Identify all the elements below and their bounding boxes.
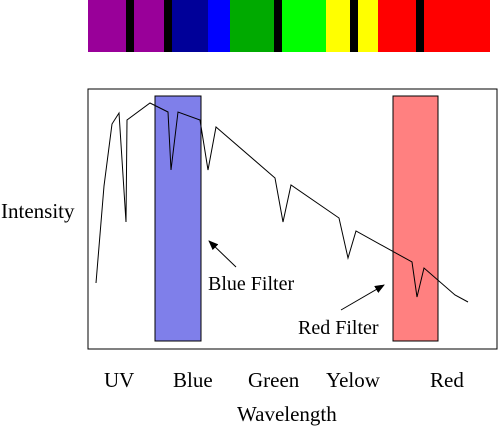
x-tick-label: Blue: [173, 368, 213, 392]
spectrum-band: [358, 0, 378, 52]
x-tick-label: Red: [430, 368, 464, 392]
red-filter-arrow: [340, 284, 385, 311]
intensity-curve: [95, 102, 469, 303]
spectrum-band: [230, 0, 274, 52]
spectrum-band: [274, 0, 282, 52]
spectrum-band: [134, 0, 164, 52]
spectrum-band: [208, 0, 230, 52]
x-axis-label: Wavelength: [237, 402, 337, 426]
blue-filter-rect: [155, 96, 201, 341]
plot-frame: [87, 88, 498, 350]
x-tick-label: Green: [248, 368, 300, 392]
spectrum-band: [416, 0, 424, 52]
spectrum-band: [282, 0, 326, 52]
spectrum-band: [424, 0, 490, 52]
x-tick-label: Yelow: [326, 368, 381, 392]
y-axis-label: Intensity: [1, 199, 75, 223]
spectrum-band: [350, 0, 358, 52]
blue-filter-arrow: [208, 240, 237, 268]
spectrum-band: [326, 0, 350, 52]
spectrum-band: [164, 0, 172, 52]
red-filter-label: Red Filter: [298, 317, 379, 339]
spectrum-band: [378, 0, 416, 52]
red-filter-rect: [393, 96, 438, 341]
red-filter-outline: [392, 95, 439, 342]
blue-filter-label: Blue Filter: [208, 273, 294, 295]
blue-filter-outline: [154, 95, 202, 342]
spectrum-band: [126, 0, 134, 52]
x-tick-label: UV: [104, 368, 134, 392]
spectrum-band: [88, 0, 126, 52]
spectrum-color-bar: [88, 0, 490, 52]
spectrum-band: [172, 0, 208, 52]
